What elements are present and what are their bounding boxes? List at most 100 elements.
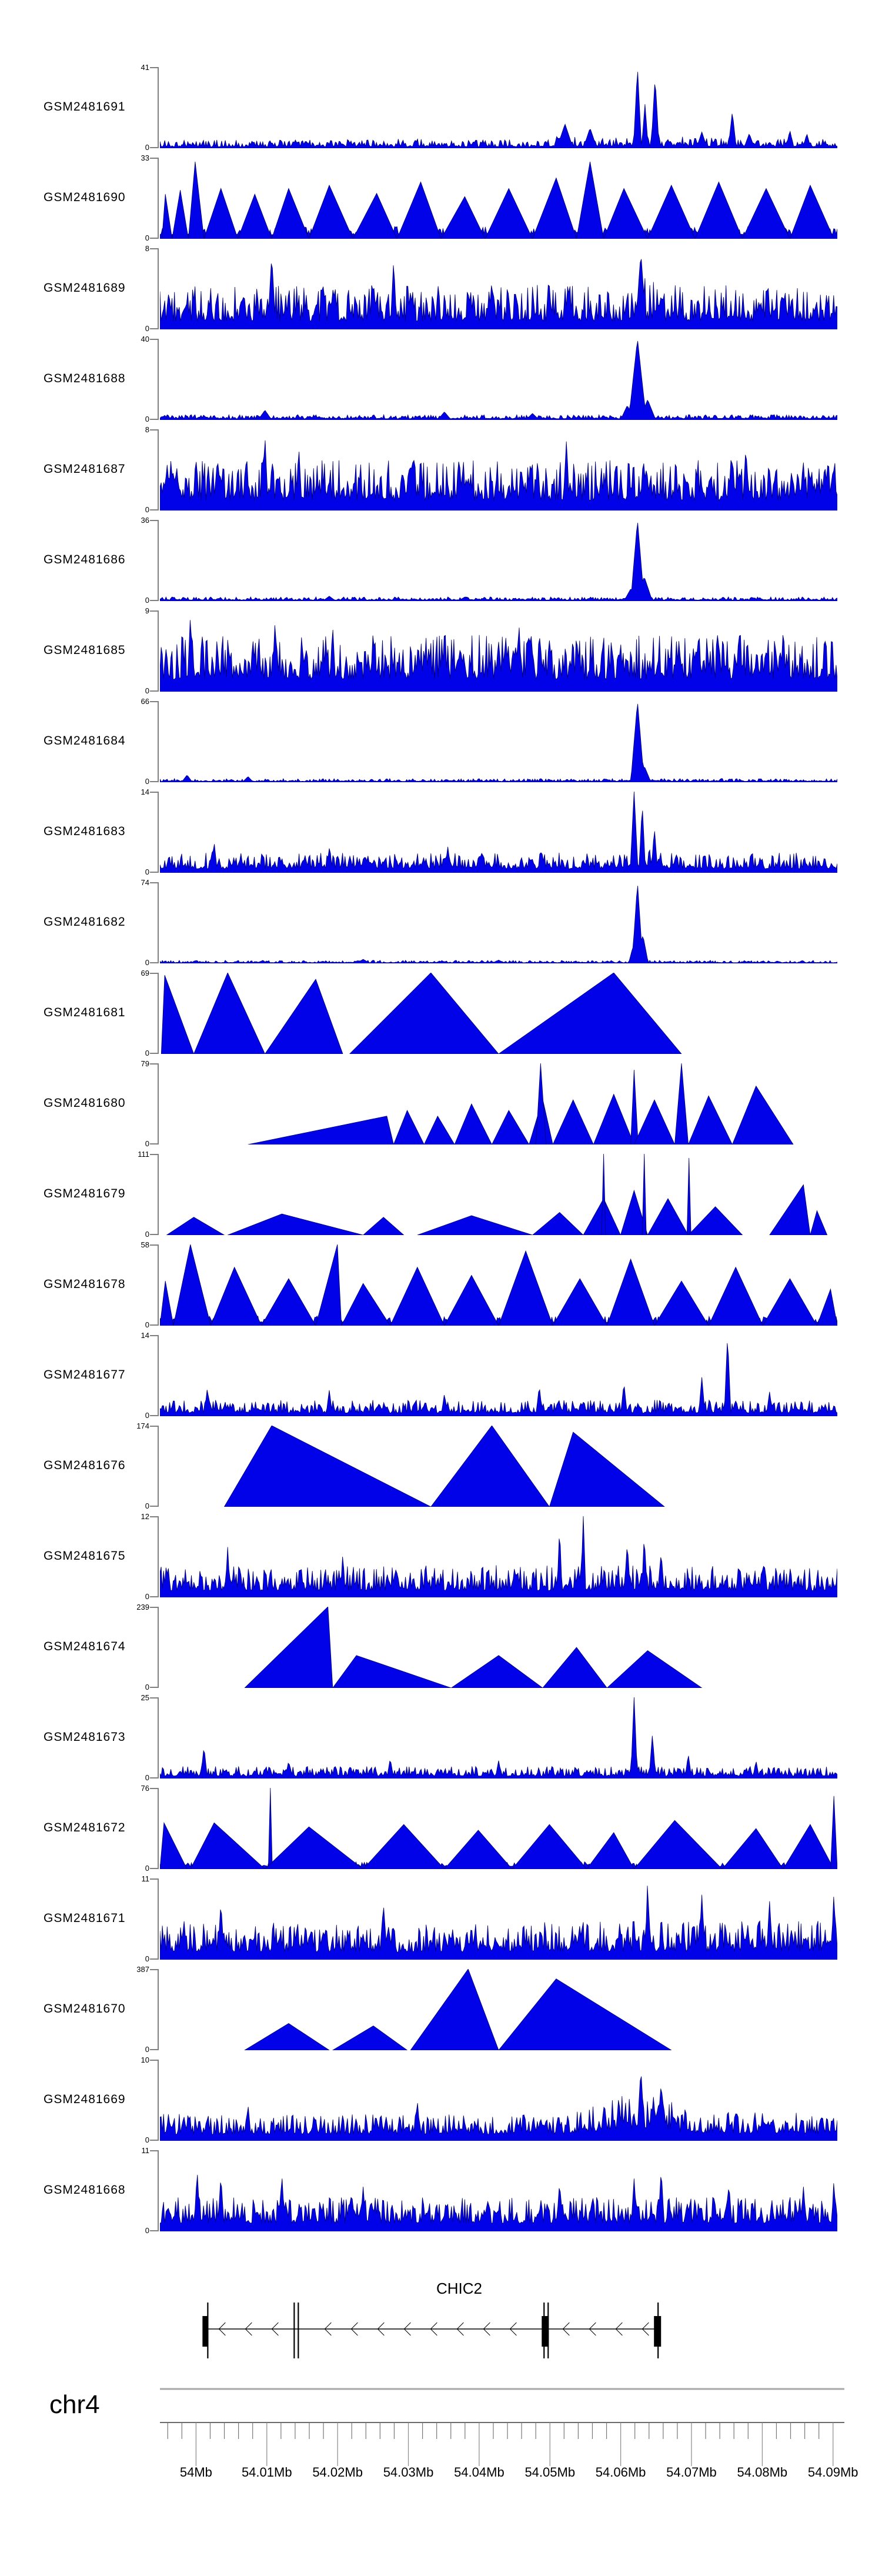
track-label: GSM2481680	[44, 1096, 126, 1110]
coverage-peak-triangle	[485, 188, 533, 239]
coverage-peak-triangle	[552, 1099, 594, 1144]
coverage-plot	[160, 1343, 837, 1416]
coverage-area	[160, 2076, 837, 2141]
track-label: GSM2481690	[44, 191, 126, 204]
coverage-peak-triangle	[172, 190, 189, 239]
coverage-plot	[160, 2076, 837, 2141]
track-y-axis-top-tick	[150, 1969, 158, 1970]
track-y-axis-top-tick	[150, 339, 158, 340]
coverage-plot	[160, 1516, 837, 1597]
track-label: GSM2481679	[44, 1187, 126, 1200]
coverage-area	[160, 341, 837, 420]
coverage-area	[160, 1697, 837, 1778]
track-ymax-label: 11	[141, 2146, 150, 2155]
track-y-axis	[158, 701, 159, 782]
track-y-axis-top-tick	[150, 429, 158, 431]
coverage-peak-triangle	[244, 1607, 333, 1688]
track-y-axis-top-tick	[150, 1607, 158, 1608]
coverage-peak-triangle	[593, 1093, 634, 1144]
coverage-peak-triangle	[248, 1116, 394, 1144]
coverage-peak-triangle	[160, 1281, 174, 1326]
track-ymax-label: 76	[141, 1784, 149, 1793]
track-label: GSM2481688	[44, 372, 126, 385]
track-label: GSM2481676	[44, 1459, 126, 1472]
track-zero-label: 0	[145, 415, 149, 423]
track-ymax-label: 58	[141, 1240, 149, 1249]
track-ymax-label: 8	[145, 425, 149, 434]
coverage-peak-triangle	[160, 1821, 188, 1869]
track-y-axis-bottom-tick	[150, 1053, 158, 1054]
track-ymax-label: 10	[141, 2056, 149, 2064]
track-y-axis	[158, 248, 159, 329]
coverage-peak-triangle	[161, 975, 195, 1054]
coverage-peak-triangle	[498, 1978, 672, 2050]
coverage-area	[160, 2174, 837, 2231]
coverage-peak-triangle	[620, 1189, 648, 1235]
coverage-plot	[160, 792, 837, 873]
track-label: GSM2481682	[44, 915, 126, 929]
coverage-plot	[160, 2174, 837, 2231]
coverage-peak-triangle	[633, 1099, 675, 1144]
track-ymax-label: 36	[141, 516, 149, 525]
data-track-row: GSM2481691 41 0	[0, 63, 882, 152]
coverage-area	[160, 886, 837, 963]
track-y-axis-top-tick	[150, 792, 158, 793]
coverage-peak-triangle	[430, 1426, 550, 1507]
data-track-row: GSM2481674 239 0	[0, 1603, 882, 1691]
coverage-peak-triangle	[630, 1069, 639, 1144]
track-y-axis-top-tick	[150, 1788, 158, 1789]
track-zero-label: 0	[145, 1320, 149, 1329]
track-y-axis	[158, 520, 159, 601]
coverage-plot	[160, 620, 837, 692]
strand-arrow-left	[483, 2322, 490, 2336]
coverage-plot	[160, 72, 837, 148]
track-label: GSM2481674	[44, 1640, 126, 1653]
strand-arrow-left	[324, 2322, 332, 2336]
track-y-axis-top-tick	[150, 1878, 158, 1880]
track-label: GSM2481671	[44, 1911, 126, 1925]
track-y-axis-top-tick	[150, 973, 158, 974]
coverage-peak-triangle	[492, 1110, 530, 1144]
coverage-plot	[223, 1426, 665, 1507]
strand-arrow-left	[377, 2322, 385, 2336]
coverage-peak-triangle	[203, 188, 238, 239]
track-y-axis	[158, 1335, 159, 1416]
track-y-axis-bottom-tick	[150, 328, 158, 329]
track-y-axis-bottom-tick	[150, 238, 158, 239]
track-zero-label: 0	[145, 1683, 149, 1691]
track-y-axis-top-tick	[150, 1154, 158, 1155]
track-zero-label: 0	[145, 958, 149, 967]
data-track-row: GSM2481673 25 0	[0, 1693, 882, 1782]
track-y-axis-top-tick	[150, 2060, 158, 2061]
axis-tick-label: 54Mb	[179, 2465, 212, 2480]
track-y-axis-bottom-tick	[150, 1506, 158, 1507]
gene-name-label: CHIC2	[436, 2280, 482, 2297]
track-zero-label: 0	[145, 2226, 149, 2235]
coverage-peak-triangle	[606, 1258, 655, 1326]
track-label: GSM2481668	[44, 2183, 126, 2197]
track-label: GSM2481678	[44, 1277, 126, 1291]
coverage-peak-triangle	[642, 1154, 647, 1235]
track-y-axis	[158, 2060, 159, 2141]
coverage-peak-triangle	[647, 1198, 689, 1235]
track-zero-label: 0	[145, 596, 149, 605]
coverage-plot	[244, 1607, 703, 1688]
gene-exon-box	[202, 2316, 209, 2347]
track-y-axis	[158, 1969, 159, 2050]
data-track-row: GSM2481672 76 0	[0, 1784, 882, 1873]
track-y-axis-bottom-tick	[150, 1868, 158, 1869]
track-y-axis-top-tick	[150, 1516, 158, 1517]
coverage-peak-triangle	[552, 1278, 607, 1326]
coverage-peak-triangle	[601, 1154, 606, 1235]
coverage-plot	[160, 440, 837, 510]
track-y-axis-bottom-tick	[150, 1324, 158, 1326]
coverage-area	[160, 1343, 837, 1416]
coverage-area	[160, 1516, 837, 1597]
coverage-peak-triangle	[694, 181, 743, 239]
data-track-row: GSM2481686 36 0	[0, 516, 882, 605]
data-track-row: GSM2481690 33 0	[0, 154, 882, 242]
track-zero-label: 0	[145, 143, 149, 152]
coverage-peak-triangle	[686, 1157, 691, 1235]
data-track-row: GSM2481675 12 0	[0, 1512, 882, 1601]
track-ymax-label: 387	[136, 1965, 149, 1974]
